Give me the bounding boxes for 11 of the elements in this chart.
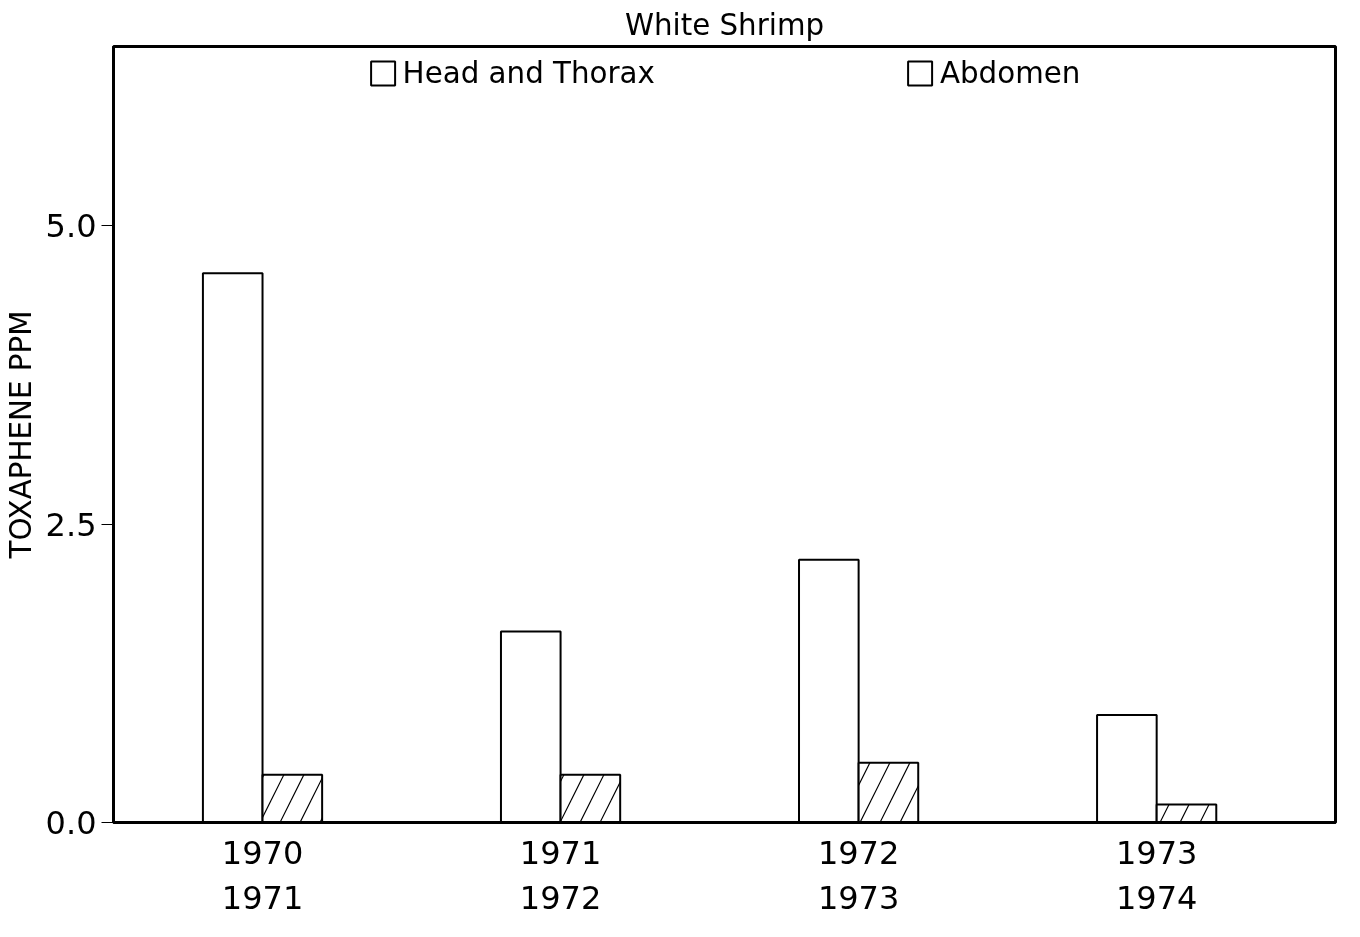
legend-label: Head and Thorax <box>402 56 655 90</box>
y-axis-title: TOXAPHENE PPM <box>3 310 38 560</box>
x-tick-label: 1972 1973 <box>817 833 900 918</box>
legend-label: Abdomen <box>939 56 1081 90</box>
y-tick-label: 0.0 <box>45 804 97 842</box>
x-tick-label: 1973 1974 <box>1115 833 1198 918</box>
x-tick-label: 1971 1972 <box>519 833 602 918</box>
y-tick-label: 5.0 <box>45 207 97 246</box>
x-tick-label: 1970 1971 <box>221 833 304 918</box>
y-tick-label: 2.5 <box>45 505 97 544</box>
chart-title: White Shrimp <box>624 7 825 42</box>
